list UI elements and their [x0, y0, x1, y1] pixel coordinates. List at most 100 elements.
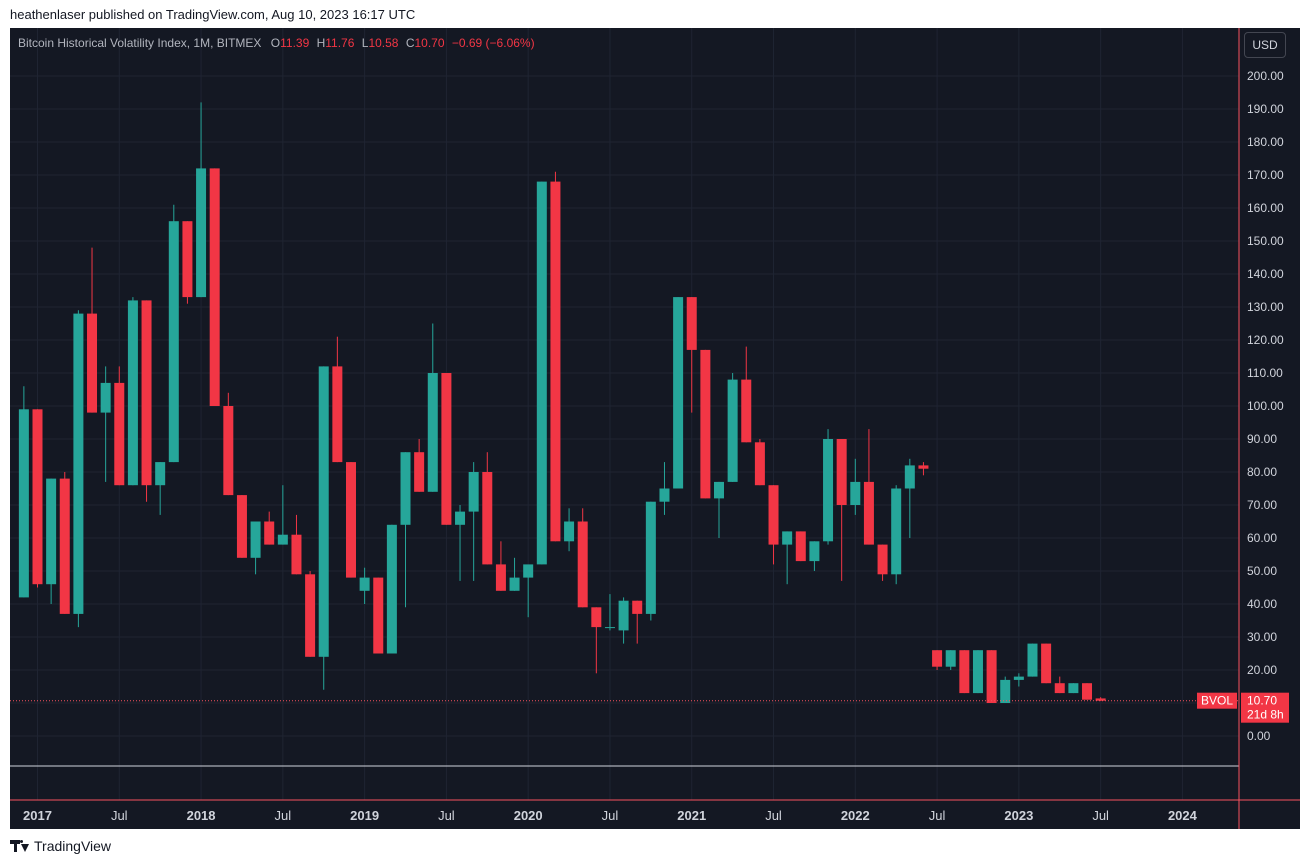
candle-body [46, 478, 57, 585]
candle-body [100, 382, 111, 413]
publish-caption: heathenlaser published on TradingView.co… [10, 7, 416, 22]
y-tick-label: 170.00 [1247, 168, 1284, 182]
candle-body [918, 465, 929, 469]
candle-body [373, 577, 384, 654]
candle-body [414, 452, 425, 492]
legend-high-label: H [316, 36, 326, 50]
footer-brand[interactable]: TradingView [10, 838, 111, 854]
symbol-tag-bg [1197, 692, 1237, 709]
last-price-badge [1241, 692, 1289, 723]
y-tick-label: 80.00 [1247, 465, 1277, 479]
candle-body [686, 297, 697, 350]
y-tick-label: 120.00 [1247, 333, 1284, 347]
currency-button[interactable]: USD [1244, 32, 1286, 58]
candle-body [291, 534, 302, 575]
chart-panel[interactable]: 200.00 190.00 180.00 170.00 160.00 150.00 140.… [10, 28, 1300, 829]
y-tick-label: 0.00 [1247, 729, 1271, 743]
candle-body [305, 574, 316, 657]
candle-body [59, 478, 70, 614]
candle-body [495, 564, 506, 591]
candle-body [795, 531, 806, 562]
y-tick-label: 50.00 [1247, 564, 1277, 578]
x-tick-label: Jul [438, 808, 455, 823]
candle-body [209, 168, 220, 406]
candle-body [1082, 683, 1093, 700]
y-tick-label: 190.00 [1247, 102, 1284, 116]
legend-title: Bitcoin Historical Volatility Index, 1M,… [18, 36, 262, 50]
candle-body [618, 600, 629, 631]
candle-body [564, 521, 575, 542]
x-tick-label: 2024 [1168, 808, 1198, 823]
footer-brand-label: TradingView [34, 838, 112, 854]
candle-body [332, 366, 343, 463]
y-tick-label: 30.00 [1247, 630, 1277, 644]
candle-body [250, 521, 261, 558]
candle-body [196, 168, 207, 298]
candle-body [714, 481, 724, 499]
candle-body [1054, 683, 1065, 694]
symbol-tag-label: BVOL [1201, 694, 1233, 708]
candle-body [386, 524, 397, 654]
legend-close-value: 10.70 [414, 36, 445, 50]
candle-body [236, 495, 247, 558]
candle-body [155, 462, 166, 486]
x-tick-label: 2023 [1004, 808, 1033, 823]
candle-body [782, 531, 793, 545]
y-tick-label: 110.00 [1247, 366, 1283, 380]
candle-body [972, 650, 983, 694]
y-tick-label: 200.00 [1247, 69, 1284, 83]
candle-body [959, 650, 970, 694]
candle-body [1027, 643, 1038, 677]
candle-body [850, 481, 861, 505]
y-tick-label: 60.00 [1247, 531, 1277, 545]
last-price-value: 10.70 [1247, 694, 1277, 708]
x-tick-label: Jul [765, 808, 782, 823]
candle-body [577, 521, 588, 608]
candle-body [523, 564, 534, 578]
candle-body [659, 488, 670, 502]
candle-body [591, 607, 602, 628]
candle-body [441, 373, 452, 525]
candle-body [932, 650, 943, 667]
y-tick-label: 160.00 [1247, 201, 1284, 215]
x-tick-label: Jul [602, 808, 619, 823]
candle-body [318, 366, 329, 657]
y-tick-label: 150.00 [1247, 234, 1284, 248]
candle-body [455, 511, 466, 525]
x-tick-label: 2021 [677, 808, 706, 823]
candle-body [114, 382, 125, 486]
tradingview-logo-icon [10, 840, 29, 852]
candle-body [1041, 643, 1052, 684]
candlestick-chart[interactable]: 200.00 190.00 180.00 170.00 160.00 150.00 140.… [10, 28, 1300, 829]
candle-body [673, 297, 684, 489]
candle-body [904, 465, 915, 489]
candle-body [741, 379, 752, 443]
candle-body [1095, 698, 1106, 701]
legend-low-value: 10.58 [368, 36, 399, 50]
candle-body [468, 472, 479, 512]
candle-body [18, 409, 29, 598]
candle-body [768, 485, 779, 545]
candle-body [836, 439, 847, 505]
candle-body [73, 313, 84, 614]
x-tick-label: Jul [1092, 808, 1109, 823]
candle-body [127, 300, 138, 486]
candle-body [277, 534, 288, 545]
candle-body [536, 181, 547, 565]
y-tick-label: 180.00 [1247, 135, 1284, 149]
candle-body [823, 439, 834, 542]
legend-open-value: 11.39 [280, 36, 310, 50]
y-tick-label: 40.00 [1247, 597, 1277, 611]
candle-body [141, 300, 152, 486]
legend-open-label: O [270, 36, 281, 50]
y-tick-label: 90.00 [1247, 432, 1277, 446]
candle-body [168, 221, 179, 463]
candle-body [1068, 683, 1079, 694]
x-tick-label: Jul [275, 808, 292, 823]
y-tick-label: 130.00 [1247, 300, 1284, 314]
candle-body [550, 181, 561, 542]
candle-body [877, 544, 888, 575]
candle-body [400, 452, 411, 525]
candle-body [264, 521, 275, 545]
legend-change: −0.69 (−6.06%) [451, 36, 535, 50]
